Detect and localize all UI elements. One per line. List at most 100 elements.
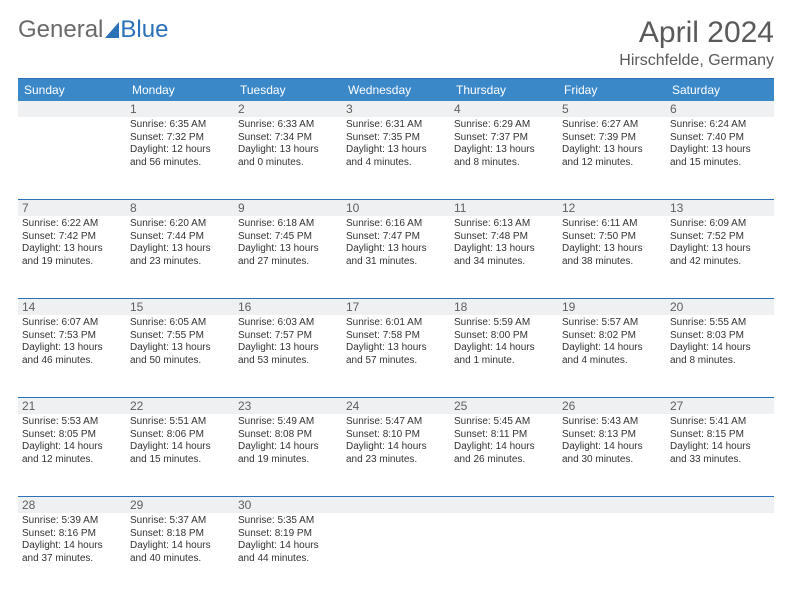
day-number: 26 <box>558 397 666 414</box>
day-cell: Sunrise: 5:59 AMSunset: 8:00 PMDaylight:… <box>450 315 558 397</box>
sunset-text: Sunset: 7:35 PM <box>346 132 446 145</box>
logo-text-1: General <box>18 16 103 44</box>
day-cell: Sunrise: 6:24 AMSunset: 7:40 PMDaylight:… <box>666 117 774 199</box>
header: General Blue April 2024 Hirschfelde, Ger… <box>18 16 774 70</box>
day-cell: Sunrise: 5:47 AMSunset: 8:10 PMDaylight:… <box>342 414 450 496</box>
daylight-text: Daylight: 14 hours and 19 minutes. <box>238 441 338 466</box>
sunset-text: Sunset: 8:03 PM <box>670 330 770 343</box>
daylight-text: Daylight: 14 hours and 37 minutes. <box>22 540 122 565</box>
sunrise-text: Sunrise: 5:47 AM <box>346 416 446 429</box>
day-cell: Sunrise: 6:01 AMSunset: 7:58 PMDaylight:… <box>342 315 450 397</box>
daylight-text: Daylight: 13 hours and 0 minutes. <box>238 144 338 169</box>
day-number: 11 <box>450 199 558 216</box>
sunrise-text: Sunrise: 6:09 AM <box>670 218 770 231</box>
day-number: 2 <box>234 101 342 117</box>
daylight-text: Daylight: 14 hours and 8 minutes. <box>670 342 770 367</box>
day-number: 4 <box>450 101 558 117</box>
daylight-text: Daylight: 14 hours and 30 minutes. <box>562 441 662 466</box>
daylight-text: Daylight: 14 hours and 40 minutes. <box>130 540 230 565</box>
sunset-text: Sunset: 7:53 PM <box>22 330 122 343</box>
day-number: 14 <box>18 298 126 315</box>
sunrise-text: Sunrise: 6:01 AM <box>346 317 446 330</box>
daylight-text: Daylight: 13 hours and 23 minutes. <box>130 243 230 268</box>
dow-header: Thursday <box>450 79 558 101</box>
day-number: 17 <box>342 298 450 315</box>
sunrise-text: Sunrise: 5:43 AM <box>562 416 662 429</box>
day-cell: Sunrise: 5:43 AMSunset: 8:13 PMDaylight:… <box>558 414 666 496</box>
dow-header: Monday <box>126 79 234 101</box>
sunset-text: Sunset: 7:48 PM <box>454 231 554 244</box>
sunrise-text: Sunrise: 6:33 AM <box>238 119 338 132</box>
sunset-text: Sunset: 7:58 PM <box>346 330 446 343</box>
day-cell: Sunrise: 5:49 AMSunset: 8:08 PMDaylight:… <box>234 414 342 496</box>
day-number: 23 <box>234 397 342 414</box>
day-number <box>666 496 774 513</box>
dow-header: Tuesday <box>234 79 342 101</box>
sunset-text: Sunset: 8:05 PM <box>22 429 122 442</box>
day-cell: Sunrise: 5:55 AMSunset: 8:03 PMDaylight:… <box>666 315 774 397</box>
day-number: 8 <box>126 199 234 216</box>
sunset-text: Sunset: 7:37 PM <box>454 132 554 145</box>
sunset-text: Sunset: 7:40 PM <box>670 132 770 145</box>
sunrise-text: Sunrise: 6:35 AM <box>130 119 230 132</box>
sunset-text: Sunset: 7:34 PM <box>238 132 338 145</box>
day-cell: Sunrise: 5:51 AMSunset: 8:06 PMDaylight:… <box>126 414 234 496</box>
day-cell: Sunrise: 6:11 AMSunset: 7:50 PMDaylight:… <box>558 216 666 298</box>
day-cell: Sunrise: 6:22 AMSunset: 7:42 PMDaylight:… <box>18 216 126 298</box>
day-number: 13 <box>666 199 774 216</box>
sunset-text: Sunset: 8:06 PM <box>130 429 230 442</box>
sunset-text: Sunset: 7:42 PM <box>22 231 122 244</box>
sunrise-text: Sunrise: 6:27 AM <box>562 119 662 132</box>
logo: General Blue <box>18 16 168 44</box>
day-number: 10 <box>342 199 450 216</box>
daylight-text: Daylight: 14 hours and 15 minutes. <box>130 441 230 466</box>
daylight-text: Daylight: 13 hours and 46 minutes. <box>22 342 122 367</box>
daylight-text: Daylight: 13 hours and 42 minutes. <box>670 243 770 268</box>
sunrise-text: Sunrise: 6:29 AM <box>454 119 554 132</box>
day-cell: Sunrise: 6:29 AMSunset: 7:37 PMDaylight:… <box>450 117 558 199</box>
day-cell: Sunrise: 6:35 AMSunset: 7:32 PMDaylight:… <box>126 117 234 199</box>
day-cell: Sunrise: 5:57 AMSunset: 8:02 PMDaylight:… <box>558 315 666 397</box>
dow-header: Wednesday <box>342 79 450 101</box>
sunrise-text: Sunrise: 5:49 AM <box>238 416 338 429</box>
sunrise-text: Sunrise: 6:07 AM <box>22 317 122 330</box>
sunrise-text: Sunrise: 6:11 AM <box>562 218 662 231</box>
sunrise-text: Sunrise: 6:31 AM <box>346 119 446 132</box>
sunrise-text: Sunrise: 5:59 AM <box>454 317 554 330</box>
sunset-text: Sunset: 8:16 PM <box>22 528 122 541</box>
day-number: 3 <box>342 101 450 117</box>
sunset-text: Sunset: 7:57 PM <box>238 330 338 343</box>
sunrise-text: Sunrise: 5:41 AM <box>670 416 770 429</box>
day-number: 25 <box>450 397 558 414</box>
day-cell: Sunrise: 6:31 AMSunset: 7:35 PMDaylight:… <box>342 117 450 199</box>
dow-header: Saturday <box>666 79 774 101</box>
day-number: 16 <box>234 298 342 315</box>
sunrise-text: Sunrise: 5:55 AM <box>670 317 770 330</box>
location-subtitle: Hirschfelde, Germany <box>619 52 774 70</box>
day-cell <box>18 117 126 199</box>
day-number <box>450 496 558 513</box>
sunset-text: Sunset: 7:52 PM <box>670 231 770 244</box>
sunset-text: Sunset: 7:50 PM <box>562 231 662 244</box>
day-cell: Sunrise: 5:37 AMSunset: 8:18 PMDaylight:… <box>126 513 234 595</box>
daylight-text: Daylight: 13 hours and 34 minutes. <box>454 243 554 268</box>
daylight-text: Daylight: 13 hours and 19 minutes. <box>22 243 122 268</box>
sunset-text: Sunset: 7:32 PM <box>130 132 230 145</box>
sunset-text: Sunset: 7:47 PM <box>346 231 446 244</box>
daylight-text: Daylight: 13 hours and 38 minutes. <box>562 243 662 268</box>
day-cell <box>342 513 450 595</box>
day-number: 7 <box>18 199 126 216</box>
sunrise-text: Sunrise: 6:20 AM <box>130 218 230 231</box>
day-cell <box>666 513 774 595</box>
daylight-text: Daylight: 14 hours and 4 minutes. <box>562 342 662 367</box>
sunset-text: Sunset: 8:08 PM <box>238 429 338 442</box>
sunrise-text: Sunrise: 5:37 AM <box>130 515 230 528</box>
sail-icon <box>105 22 119 38</box>
sunrise-text: Sunrise: 5:53 AM <box>22 416 122 429</box>
sunrise-text: Sunrise: 6:24 AM <box>670 119 770 132</box>
calendar-grid: SundayMondayTuesdayWednesdayThursdayFrid… <box>18 78 774 595</box>
month-title: April 2024 <box>619 16 774 50</box>
day-cell: Sunrise: 6:16 AMSunset: 7:47 PMDaylight:… <box>342 216 450 298</box>
day-number: 30 <box>234 496 342 513</box>
day-cell: Sunrise: 6:05 AMSunset: 7:55 PMDaylight:… <box>126 315 234 397</box>
